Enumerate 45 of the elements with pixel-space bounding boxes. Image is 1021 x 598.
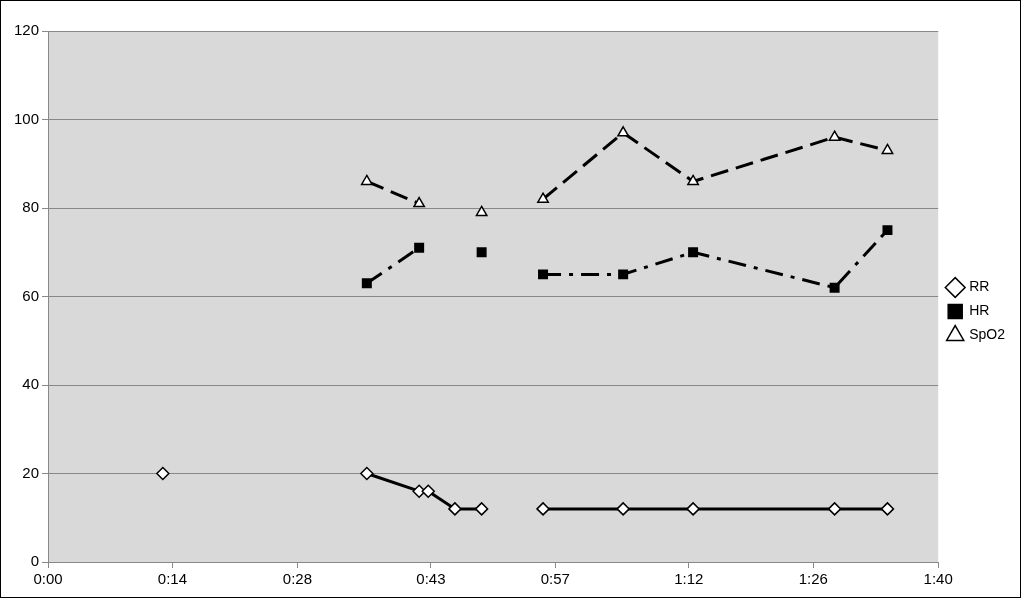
point xyxy=(616,502,630,516)
point xyxy=(412,484,426,498)
point xyxy=(882,225,893,236)
y-tick-label: 100 xyxy=(14,109,40,127)
point xyxy=(474,502,489,516)
point xyxy=(618,269,629,280)
point xyxy=(414,242,425,253)
point xyxy=(538,269,549,280)
point xyxy=(687,174,700,186)
point xyxy=(361,278,372,289)
y-tick-label: 40 xyxy=(22,375,40,393)
point xyxy=(537,192,549,203)
x-tick-label: 0:00 xyxy=(33,570,63,588)
legend-label: SpO2 xyxy=(969,326,1006,343)
point xyxy=(688,247,699,258)
x-tick-label: 0:43 xyxy=(416,570,446,588)
y-tick-label: 0 xyxy=(30,552,40,570)
point xyxy=(475,205,488,217)
legend-label: HR xyxy=(969,302,990,319)
point xyxy=(421,484,435,498)
point xyxy=(156,466,170,481)
point xyxy=(827,502,842,516)
y-tick-label: 20 xyxy=(22,463,40,481)
x-tick-label: 0:28 xyxy=(282,570,313,588)
point xyxy=(536,502,550,516)
x-tick-label: 0:57 xyxy=(540,570,570,588)
point xyxy=(881,143,894,155)
legend-label: RR xyxy=(969,278,990,295)
x-tick-label: 1:40 xyxy=(923,570,953,588)
point xyxy=(413,196,426,208)
point xyxy=(617,126,630,137)
point xyxy=(360,174,373,186)
x-tick-label: 1:26 xyxy=(798,570,828,588)
point xyxy=(448,502,462,516)
y-tick-label: 60 xyxy=(22,286,40,304)
point xyxy=(880,502,895,516)
point xyxy=(829,282,840,293)
x-tick-label: 1:12 xyxy=(674,570,704,588)
point xyxy=(360,466,374,481)
point xyxy=(476,247,487,258)
point xyxy=(686,502,700,516)
y-tick-label: 120 xyxy=(14,21,40,39)
point xyxy=(828,130,841,141)
x-tick-label: 0:14 xyxy=(157,570,188,588)
y-tick-label: 80 xyxy=(22,198,40,216)
